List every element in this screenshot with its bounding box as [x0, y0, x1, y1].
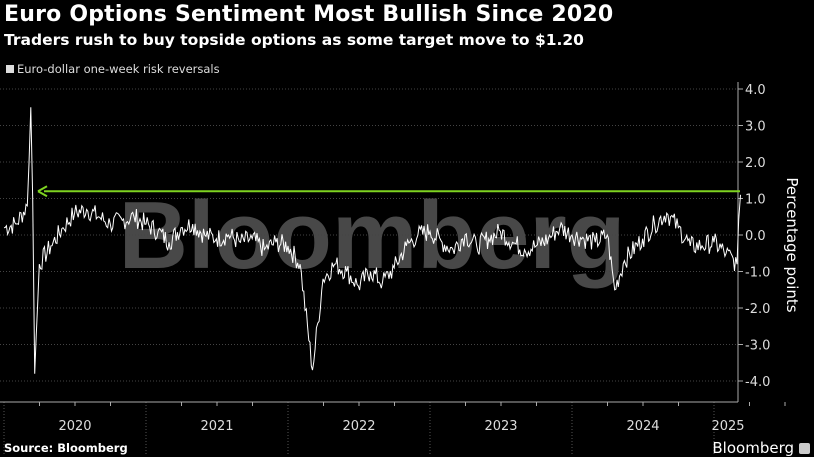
x-tick-label: 2024	[626, 419, 659, 434]
x-tick-label: 2022	[342, 419, 375, 434]
y-tick-label: 2.0	[745, 156, 766, 171]
y-tick-label: 4.0	[745, 83, 766, 98]
chart-title: Euro Options Sentiment Most Bullish Sinc…	[4, 2, 614, 27]
y-tick-label: -4.0	[745, 375, 770, 390]
y-tick-label: -2.0	[745, 302, 770, 317]
arrow-head-icon	[37, 185, 48, 198]
y-axis-label: Percentage points	[783, 177, 801, 313]
y-tick-label: -3.0	[745, 339, 770, 354]
brand: Bloomberg	[712, 440, 810, 456]
legend-label: Euro-dollar one-week risk reversals	[17, 62, 220, 76]
series-line	[3, 107, 741, 374]
x-tick-label: 2020	[58, 419, 91, 434]
y-tick-label: 0.0	[745, 229, 766, 244]
source-note: Source: Bloomberg	[4, 441, 128, 455]
x-tick-label: 2021	[200, 419, 233, 434]
chart-subtitle: Traders rush to buy topside options as s…	[4, 31, 584, 49]
y-tick-label: -1.0	[745, 266, 770, 281]
brand-text: Bloomberg	[712, 439, 794, 457]
y-tick-label: 3.0	[745, 120, 766, 135]
x-tick-label: 2023	[484, 419, 517, 434]
legend-swatch	[6, 65, 14, 73]
bloomberg-logo-icon	[799, 442, 810, 454]
y-tick-label: 1.0	[745, 193, 766, 208]
x-tick-label: 2025	[711, 419, 744, 434]
legend: Euro-dollar one-week risk reversals	[6, 62, 220, 76]
